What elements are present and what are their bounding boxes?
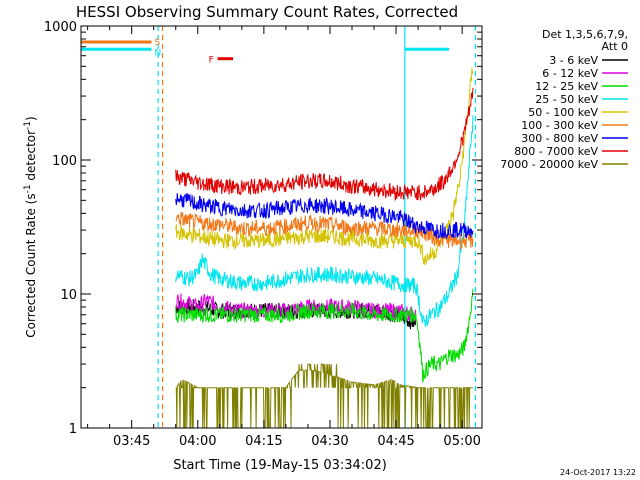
flag-label: F (209, 56, 214, 66)
y-axis-label: Corrected Count Rate (s-1 detector-1) (23, 116, 38, 337)
plot-frame (80, 25, 483, 429)
series-line (175, 115, 474, 327)
series-line (175, 68, 474, 266)
x-tick-label: 04:15 (245, 434, 282, 449)
legend-header-attenuator: Att 0 (602, 40, 628, 53)
x-tick-label: 05:00 (443, 434, 480, 449)
flag-label: N (155, 48, 162, 58)
y-axis-label-end: ) (24, 116, 38, 121)
x-axis-label: Start Time (19-May-15 03:34:02) (173, 458, 387, 473)
legend-label: 25 - 50 keV (535, 93, 598, 106)
series-line (175, 363, 473, 428)
chart-title: HESSI Observing Summary Count Rates, Cor… (76, 3, 458, 21)
x-tick-label: 04:30 (311, 434, 348, 449)
y-axis-label-sup-1: -1 (23, 184, 33, 193)
x-tick-label: 03:45 (113, 434, 150, 449)
legend-label: 7000 - 20000 keV (500, 158, 598, 171)
legend-label: 3 - 6 keV (549, 54, 598, 67)
date-stamp: 24-Oct-2017 13:22 (560, 468, 636, 477)
series-line (175, 87, 474, 202)
legend-label: 6 - 12 keV (542, 67, 598, 80)
plot-area: SN F (81, 26, 476, 428)
x-tick-label: 04:45 (377, 434, 414, 449)
y-axis: 1 10 100 1000 (44, 20, 482, 437)
series-line (175, 288, 474, 383)
y-tick-label: 10 (60, 288, 77, 303)
y-axis-label-main: Corrected Count Rate (s (24, 193, 38, 337)
y-axis-label-sup-2: -1 (23, 121, 33, 130)
series-line (175, 192, 474, 240)
legend-header-detectors: Det 1,3,5,6,7,9, (542, 28, 628, 41)
x-tick-label: 04:00 (179, 434, 216, 449)
legend-label: 50 - 100 keV (528, 106, 598, 119)
legend-label: 100 - 300 keV (521, 119, 598, 132)
x-axis: 03:45 04:00 04:15 04:30 04:45 05:00 (87, 26, 481, 449)
y-tick-label: 1 (69, 422, 77, 437)
y-axis-label-mid: detector (24, 130, 38, 185)
legend-label: 300 - 800 keV (521, 132, 598, 145)
legend-label: 800 - 7000 keV (514, 145, 598, 158)
y-tick-label: 100 (52, 154, 77, 169)
y-tick-label: 1000 (44, 20, 77, 35)
flag-label: S (155, 38, 161, 48)
legend-label: 12 - 25 keV (535, 80, 598, 93)
